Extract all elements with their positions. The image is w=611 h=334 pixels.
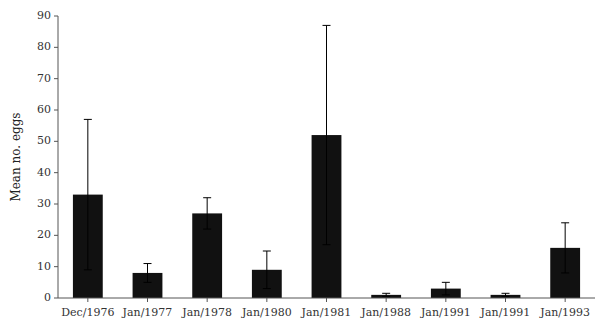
error-bar: [561, 223, 569, 273]
x-tick: [505, 298, 506, 302]
error-bar: [263, 251, 271, 289]
error-bar: [382, 293, 390, 296]
x-tick: [147, 298, 148, 302]
y-tick: [54, 110, 58, 111]
y-tick: [54, 235, 58, 236]
error-bar-cap: [382, 293, 390, 294]
x-tick-label: Jan/1991: [480, 306, 531, 319]
y-tick: [54, 298, 58, 299]
error-bar-stem: [147, 264, 148, 283]
error-bar-cap: [442, 282, 450, 283]
x-tick-label: Jan/1977: [122, 306, 173, 319]
y-tick-label: 60: [37, 103, 51, 116]
y-tick: [54, 47, 58, 48]
x-tick: [207, 298, 208, 302]
x-tick-label: Jan/1981: [301, 306, 352, 319]
y-axis: 0 10 20 30 40 50 60 70 80 90: [37, 9, 58, 304]
x-tick: [326, 298, 327, 302]
error-bar-stem: [445, 282, 446, 295]
y-tick: [54, 16, 58, 17]
error-bar-stem: [326, 25, 327, 244]
x-tick-label: Jan/1993: [539, 306, 590, 319]
y-tick-label: 50: [37, 134, 51, 147]
error-bar-cap: [323, 25, 331, 26]
x-tick-label: Jan/1991: [420, 306, 471, 319]
chart-container: 0 10 20 30 40 50 60 70 80 90 Mean no. eggs Dec/1976…: [0, 0, 611, 334]
y-axis-line: [58, 16, 59, 298]
y-tick: [54, 172, 58, 173]
x-tick: [386, 298, 387, 302]
error-bar-stem: [565, 223, 566, 273]
error-bar-cap: [144, 263, 152, 264]
error-bar-cap: [263, 288, 271, 289]
error-bar: [442, 282, 450, 295]
error-bar: [323, 25, 331, 244]
y-tick: [54, 141, 58, 142]
y-tick-label: 30: [37, 197, 51, 210]
error-bar: [203, 198, 211, 229]
error-bar-cap: [84, 119, 92, 120]
y-tick-label: 90: [37, 9, 51, 22]
error-bar-stem: [207, 198, 208, 229]
error-bar-cap: [502, 296, 510, 297]
error-bar-cap: [561, 272, 569, 273]
error-bar-cap: [561, 222, 569, 223]
error-bar-stem: [87, 119, 88, 269]
error-bar-cap: [323, 244, 331, 245]
error-bar-stem: [266, 251, 267, 289]
y-axis-label: Mean no. eggs: [9, 112, 23, 201]
chart-svg: 0 10 20 30 40 50 60 70 80 90 Mean no. eggs Dec/1976…: [0, 0, 611, 334]
error-bar-cap: [442, 294, 450, 295]
x-tick-label: Jan/1980: [241, 306, 292, 319]
error-bar: [84, 119, 92, 269]
x-tick: [445, 298, 446, 302]
x-axis: Dec/1976 Jan/1977 Jan/1978 Jan/1980 Jan/1981…: [61, 298, 590, 319]
error-bar-cap: [502, 293, 510, 294]
y-tick: [54, 78, 58, 79]
y-tick-label: 10: [37, 260, 51, 273]
y-tick-label: 40: [37, 166, 51, 179]
x-tick: [565, 298, 566, 302]
y-tick-label: 70: [37, 72, 51, 85]
x-tick-label: Dec/1976: [61, 306, 114, 319]
y-tick-label: 20: [37, 228, 51, 241]
error-bar-cap: [203, 197, 211, 198]
error-bar-cap: [84, 269, 92, 270]
x-tick-label: Jan/1978: [181, 306, 232, 319]
x-tick-label: Jan/1988: [360, 306, 411, 319]
plot-area: [73, 25, 580, 298]
error-bar: [502, 293, 510, 296]
y-tick: [54, 266, 58, 267]
x-tick: [87, 298, 88, 302]
y-tick-label: 80: [37, 40, 51, 53]
x-tick: [266, 298, 267, 302]
error-bar: [144, 264, 152, 283]
error-bar-cap: [203, 229, 211, 230]
y-tick-label: 0: [44, 291, 51, 304]
error-bar-cap: [263, 251, 271, 252]
error-bar-cap: [382, 296, 390, 297]
page: {"chart_data": {"type": "bar", "categori…: [0, 0, 611, 334]
error-bar-cap: [144, 282, 152, 283]
y-tick: [54, 204, 58, 205]
